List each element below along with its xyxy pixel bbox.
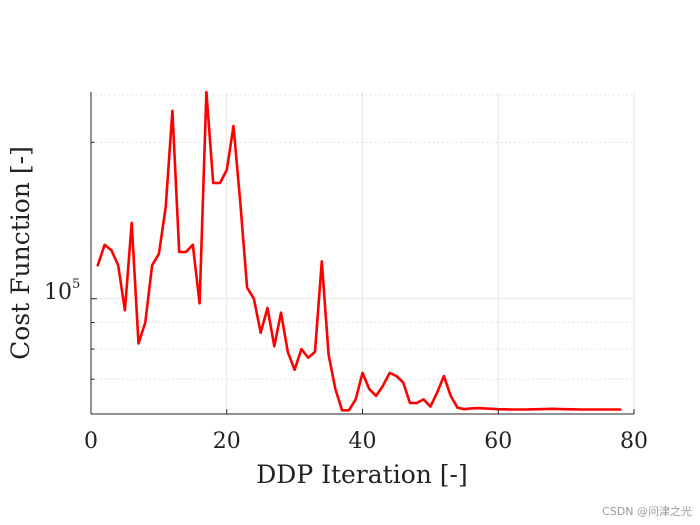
series-line-group [96,90,622,412]
axis-ticks: 0 20 40 60 80 [84,141,648,454]
x-tick-label: 20 [213,429,241,454]
y-tick-label-1e5: 105 [44,277,80,305]
watermark: CSDN @问津之光 [602,505,692,518]
series-line [96,90,622,412]
y-tick-exponent: 5 [72,277,80,292]
x-axis-label: DDP Iteration [-] [256,460,468,489]
x-tick-label: 80 [620,429,648,454]
y-axis-label: Cost Function [-] [6,146,35,360]
y-tick-base: 10 [44,280,72,305]
grid-lines [91,92,634,414]
x-tick-label: 40 [349,429,377,454]
x-tick-label: 0 [84,429,98,454]
x-tick-label: 60 [484,429,512,454]
